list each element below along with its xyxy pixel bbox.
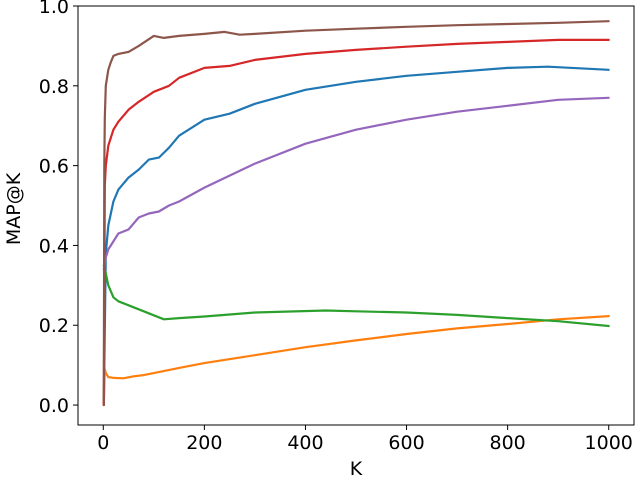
- x-tick-label: 200: [186, 432, 222, 454]
- x-tick-label: 600: [388, 432, 424, 454]
- series-line-2: [102, 315, 610, 407]
- series-line-3: [102, 264, 610, 328]
- plot-area: [102, 20, 610, 407]
- y-tick-label: 0.8: [39, 76, 69, 98]
- axes-frame: [77, 5, 635, 426]
- series-line-6: [102, 20, 610, 407]
- series-line-1: [102, 65, 610, 407]
- series-line-4: [102, 38, 610, 407]
- y-tick-label: 0.2: [39, 315, 69, 337]
- axes-box: [77, 5, 635, 426]
- y-tick-label: 0.6: [39, 156, 69, 178]
- y-axis-label: MAP@K: [3, 172, 25, 245]
- x-axis: 0 200 400 600 800 1000: [97, 425, 633, 454]
- y-tick-label: 1.0: [39, 0, 69, 18]
- x-tick-label: 0: [97, 432, 109, 454]
- y-axis: 0.0 0.2 0.4 0.6 0.8 1.0: [39, 0, 78, 417]
- x-tick-label: 400: [287, 432, 323, 454]
- y-tick-label: 0.4: [39, 235, 69, 257]
- x-axis-label: K: [350, 458, 363, 480]
- x-tick-label: 800: [490, 432, 526, 454]
- y-tick-label: 0.0: [39, 395, 69, 417]
- series-line-5: [102, 96, 610, 271]
- x-tick-label: 1000: [585, 432, 633, 454]
